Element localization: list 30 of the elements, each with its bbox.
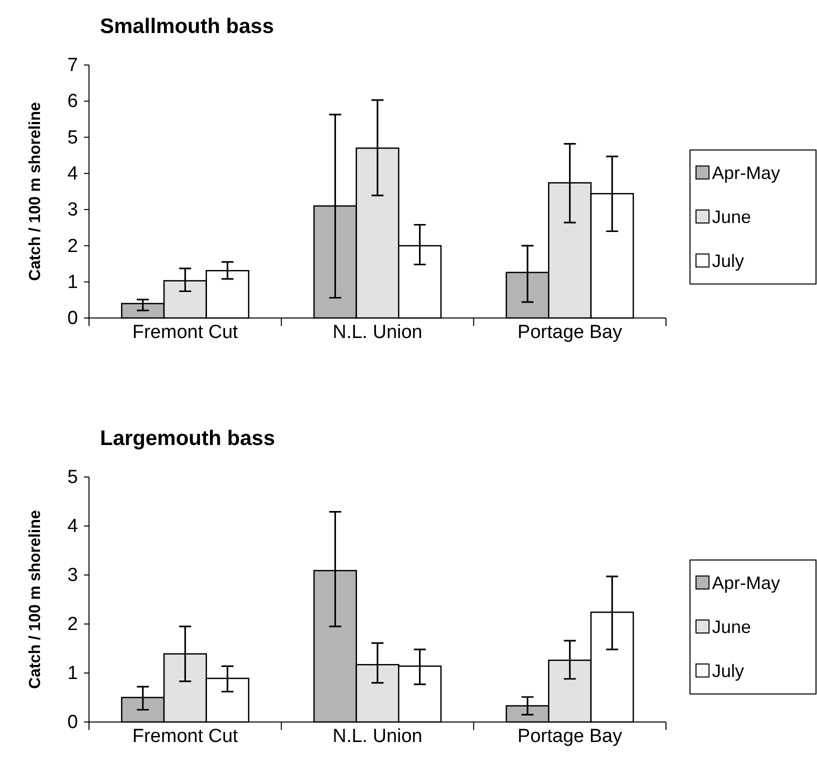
legend-label: June xyxy=(712,207,752,227)
y-tick-label: 1 xyxy=(67,663,78,684)
y-tick-label: 5 xyxy=(67,467,78,488)
legend-label: July xyxy=(712,251,744,271)
chart-title: Smallmouth bass xyxy=(100,15,274,38)
y-tick-label: 0 xyxy=(67,712,78,734)
x-tick-label: N.L. Union xyxy=(332,726,422,747)
y-tick-label: 4 xyxy=(67,516,78,538)
legend-label: Apr-May xyxy=(712,573,780,593)
legend-label: Apr-May xyxy=(712,163,780,183)
y-tick-label: 1 xyxy=(67,272,78,293)
y-tick-label: 6 xyxy=(67,91,78,112)
chart-title: Largemouth bass xyxy=(100,427,276,450)
y-axis-title: Catch / 100 m shoreline xyxy=(27,510,44,689)
y-tick-label: 3 xyxy=(67,200,78,221)
y-tick-label: 2 xyxy=(67,614,78,636)
y-tick-label: 2 xyxy=(67,236,78,257)
y-axis-title: Catch / 100 m shoreline xyxy=(27,102,44,281)
x-tick-label: Fremont Cut xyxy=(132,322,239,343)
y-tick-label: 5 xyxy=(67,127,78,148)
y-tick-label: 0 xyxy=(67,308,78,330)
y-tick-label: 7 xyxy=(67,55,78,76)
x-tick-label: Portage Bay xyxy=(518,726,623,747)
x-tick-label: N.L. Union xyxy=(332,322,422,343)
legend-label: June xyxy=(712,617,752,637)
y-tick-label: 4 xyxy=(67,164,78,185)
legend-label: July xyxy=(712,661,744,681)
x-tick-label: Portage Bay xyxy=(518,322,623,343)
x-tick-label: Fremont Cut xyxy=(132,726,239,747)
y-tick-label: 3 xyxy=(67,565,78,586)
